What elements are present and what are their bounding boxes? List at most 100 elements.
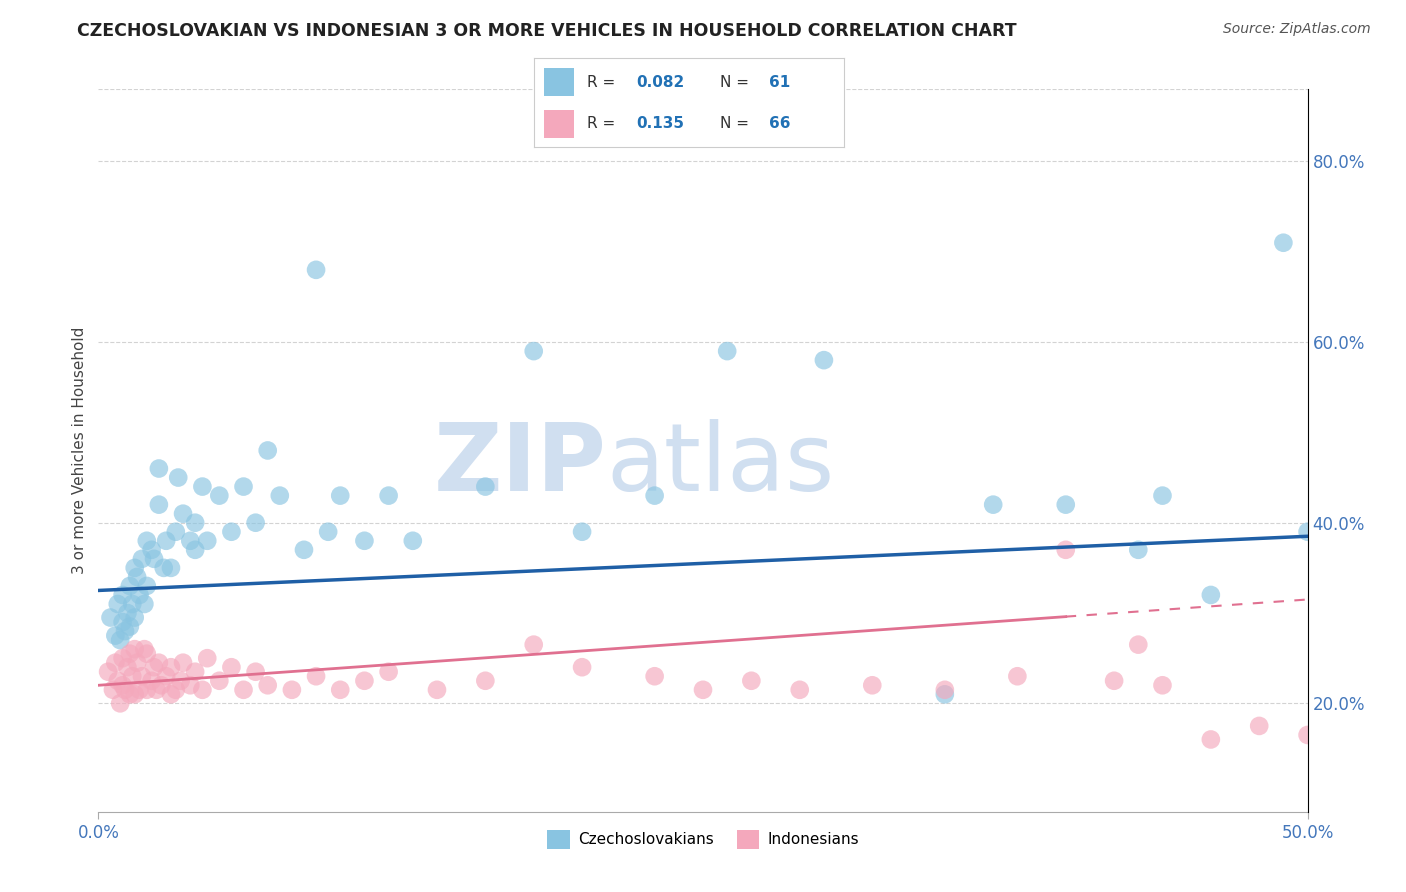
Text: N =: N =: [720, 75, 754, 89]
Point: [165, 682, 187, 697]
FancyBboxPatch shape: [544, 110, 575, 138]
Point: [571, 524, 593, 539]
Point: [131, 669, 153, 683]
Point: [108, 633, 131, 648]
Point: [100, 610, 122, 624]
Point: [104, 656, 127, 670]
Y-axis label: 3 or more Vehicles in Household: 3 or more Vehicles in Household: [72, 326, 87, 574]
Point: [191, 480, 214, 494]
Point: [716, 344, 738, 359]
Text: CZECHOSLOVAKIAN VS INDONESIAN 3 OR MORE VEHICLES IN HOUSEHOLD CORRELATION CHART: CZECHOSLOVAKIAN VS INDONESIAN 3 OR MORE …: [77, 22, 1017, 40]
Text: 61: 61: [769, 75, 790, 89]
Point: [1128, 638, 1150, 652]
Point: [195, 533, 218, 548]
Point: [155, 669, 177, 683]
Point: [97, 665, 120, 679]
Point: [1344, 719, 1367, 733]
Point: [292, 542, 315, 557]
Point: [135, 533, 157, 548]
Text: N =: N =: [720, 116, 754, 130]
Point: [107, 673, 129, 688]
Point: [191, 682, 214, 697]
Point: [155, 533, 177, 548]
Point: [571, 660, 593, 674]
Point: [740, 673, 762, 688]
Point: [256, 678, 278, 692]
Point: [135, 647, 157, 661]
Point: [127, 656, 149, 670]
Point: [523, 638, 546, 652]
Text: R =: R =: [586, 75, 620, 89]
Point: [1054, 542, 1077, 557]
Point: [1249, 719, 1271, 733]
Point: [148, 656, 170, 670]
Point: [118, 687, 141, 701]
Point: [184, 542, 207, 557]
Point: [329, 682, 352, 697]
Point: [644, 489, 666, 503]
Point: [114, 682, 136, 697]
Point: [221, 524, 243, 539]
Point: [124, 642, 146, 657]
Point: [124, 561, 146, 575]
Point: [111, 651, 134, 665]
Point: [104, 629, 127, 643]
Point: [1102, 673, 1125, 688]
Point: [131, 551, 153, 566]
Point: [474, 673, 496, 688]
Point: [813, 353, 835, 368]
Point: [245, 516, 267, 530]
Point: [1128, 542, 1150, 557]
Point: [184, 516, 207, 530]
Point: [143, 551, 166, 566]
Point: [426, 682, 449, 697]
Text: atlas: atlas: [606, 419, 835, 511]
Point: [179, 678, 201, 692]
Point: [124, 610, 146, 624]
Point: [127, 570, 149, 584]
Point: [118, 579, 141, 593]
Point: [281, 682, 304, 697]
Point: [789, 682, 811, 697]
Point: [165, 524, 187, 539]
Point: [167, 470, 190, 484]
Text: 0.082: 0.082: [637, 75, 685, 89]
Point: [121, 597, 143, 611]
Point: [402, 533, 425, 548]
Point: [141, 673, 163, 688]
Point: [692, 682, 714, 697]
Point: [111, 678, 134, 692]
Point: [934, 687, 956, 701]
Point: [135, 579, 157, 593]
Point: [160, 660, 183, 674]
Point: [117, 660, 139, 674]
Point: [860, 678, 883, 692]
Point: [124, 687, 146, 701]
Point: [117, 606, 139, 620]
Point: [169, 673, 191, 688]
Point: [111, 615, 134, 629]
Point: [134, 642, 156, 657]
Point: [981, 498, 1004, 512]
Point: [1152, 489, 1174, 503]
Point: [245, 665, 267, 679]
Point: [134, 597, 156, 611]
Point: [145, 682, 167, 697]
Point: [160, 687, 183, 701]
Point: [172, 656, 194, 670]
Point: [232, 480, 254, 494]
Point: [128, 682, 150, 697]
Point: [111, 588, 134, 602]
Point: [474, 480, 496, 494]
Point: [377, 665, 399, 679]
Point: [121, 669, 143, 683]
Point: [208, 673, 231, 688]
Point: [184, 665, 207, 679]
Point: [172, 507, 194, 521]
Text: R =: R =: [586, 116, 620, 130]
Point: [1272, 235, 1295, 250]
Point: [150, 678, 173, 692]
Point: [523, 344, 546, 359]
Point: [305, 262, 328, 277]
Point: [232, 682, 254, 697]
